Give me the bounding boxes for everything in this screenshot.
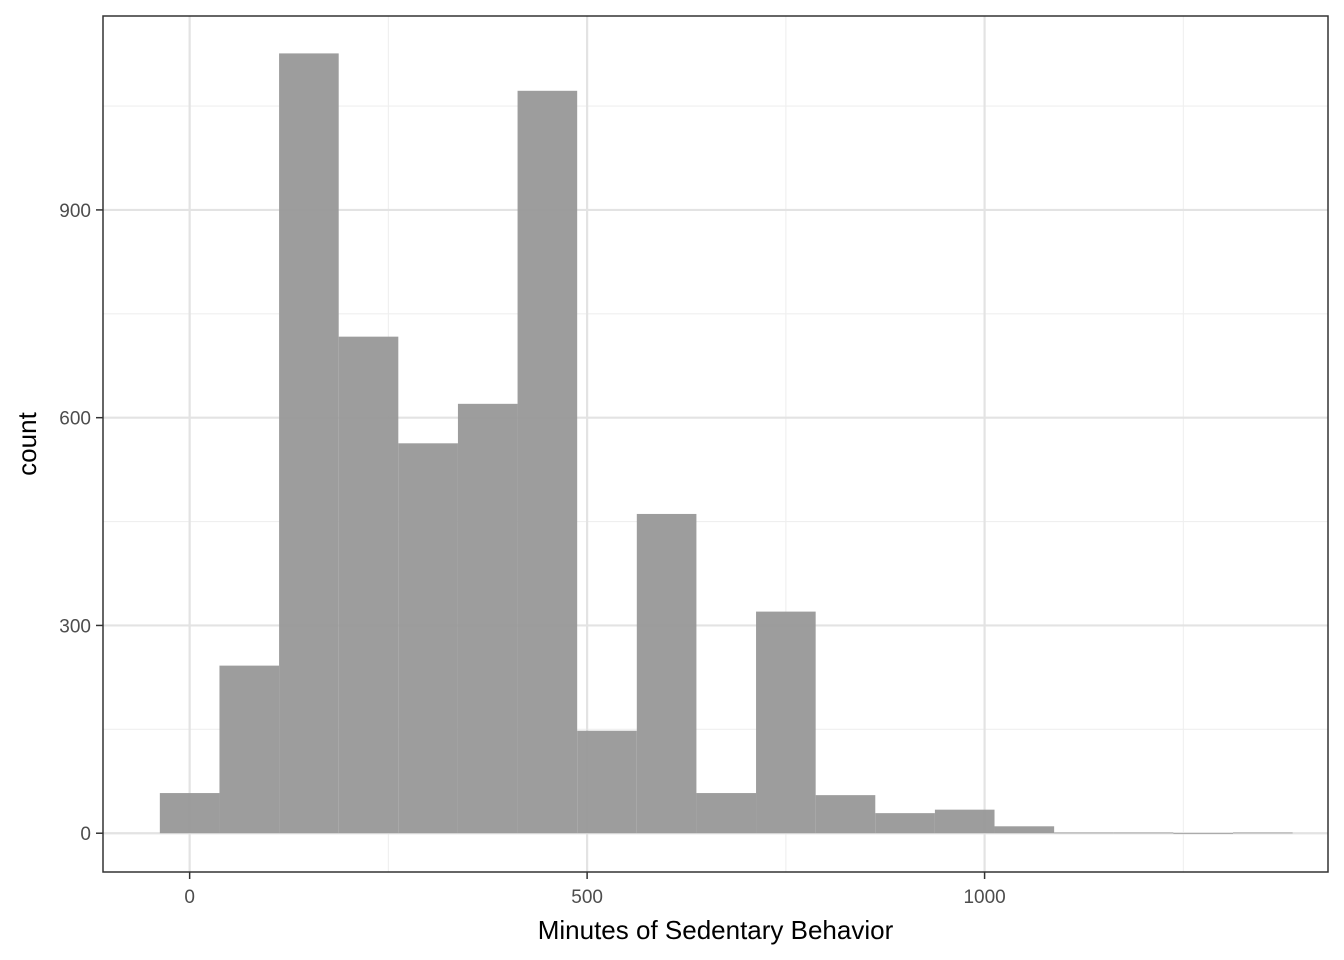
y-tick-label: 300 [59, 616, 91, 637]
histogram-bar [457, 403, 518, 834]
histogram-bar [517, 90, 578, 834]
histogram-bar [756, 611, 816, 834]
histogram-bar [577, 730, 637, 834]
histogram-bar [219, 665, 280, 834]
histogram-bar [696, 793, 757, 834]
y-axis: 0 300 600 900 [59, 201, 103, 845]
y-tick-label: 0 [80, 824, 91, 845]
histogram-bar [815, 795, 876, 834]
histogram-bar [1233, 832, 1293, 834]
y-tick-label: 600 [59, 409, 91, 430]
x-axis: 0 500 1000 [184, 872, 1006, 908]
y-tick-label: 900 [59, 201, 91, 222]
x-tick-label: 1000 [963, 887, 1005, 908]
histogram-bars [159, 53, 1293, 835]
histogram-bar [1173, 833, 1234, 835]
histogram-bar [636, 513, 697, 834]
x-axis-title: Minutes of Sedentary Behavior [538, 915, 894, 945]
histogram-bar [398, 443, 458, 834]
histogram-bar [159, 793, 220, 834]
histogram-bar [994, 826, 1055, 834]
histogram-bar [934, 809, 995, 834]
histogram-bar [338, 336, 399, 834]
histogram-bar [1054, 832, 1114, 834]
plot-panel-border [102, 15, 1329, 873]
x-tick-label: 500 [571, 887, 603, 908]
histogram-bar [279, 53, 339, 834]
y-axis-title: count [12, 411, 42, 475]
histogram-bar [875, 813, 935, 834]
histogram-bar [1113, 832, 1174, 834]
x-tick-label: 0 [184, 887, 195, 908]
